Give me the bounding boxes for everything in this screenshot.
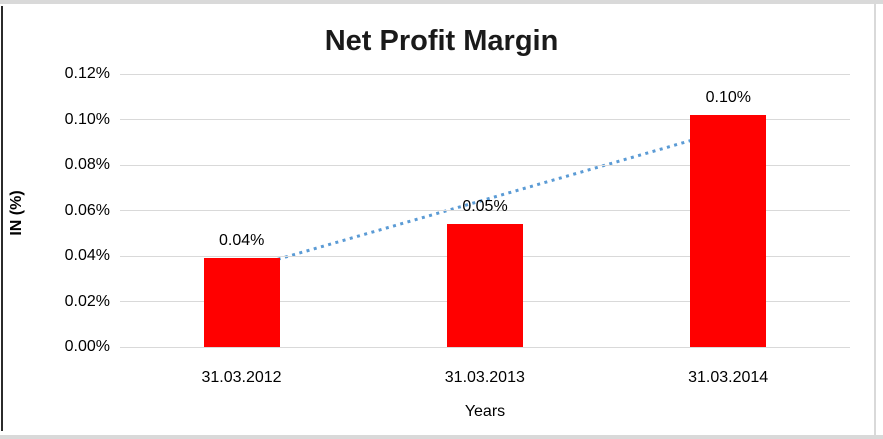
y-tick-label: 0.08% (64, 156, 110, 173)
trendline (241, 128, 729, 272)
x-tick-label: 31.03.2014 (688, 369, 769, 386)
data-label: 0.05% (462, 198, 508, 216)
gridline (120, 119, 850, 120)
y-tick-label: 0.12% (64, 65, 110, 82)
y-axis-title: IN (%) (8, 190, 25, 236)
plot-area (120, 73, 850, 348)
x-tick-label: 31.03.2012 (201, 369, 282, 386)
trendline-path (241, 128, 729, 272)
data-label: 0.10% (705, 88, 752, 106)
y-tick-label: 0.06% (64, 201, 110, 219)
x-tick-label: 31.03.2013 (444, 369, 525, 386)
gridline (120, 164, 850, 166)
gridline (120, 210, 850, 211)
bar-31.03.2012 (203, 258, 280, 347)
bar-31.03.2013 (447, 224, 523, 347)
y-tick-label: 0.10% (64, 110, 110, 128)
chart-border-top (0, 0, 883, 4)
chart-border-right (874, 4, 876, 435)
x-axis-title: Years (464, 403, 506, 420)
data-label: 0.04% (218, 232, 265, 250)
y-tick-label: 0.02% (64, 292, 110, 310)
bar-31.03.2014 (690, 114, 767, 347)
chart-title: Net Profit Margin (324, 25, 559, 57)
chart-border-bottom (0, 435, 883, 439)
y-tick-label: 0.00% (64, 338, 110, 355)
y-tick-label: 0.04% (64, 247, 110, 264)
gridline (120, 346, 850, 348)
chart-border-left (1, 6, 3, 431)
gridline (120, 73, 850, 75)
